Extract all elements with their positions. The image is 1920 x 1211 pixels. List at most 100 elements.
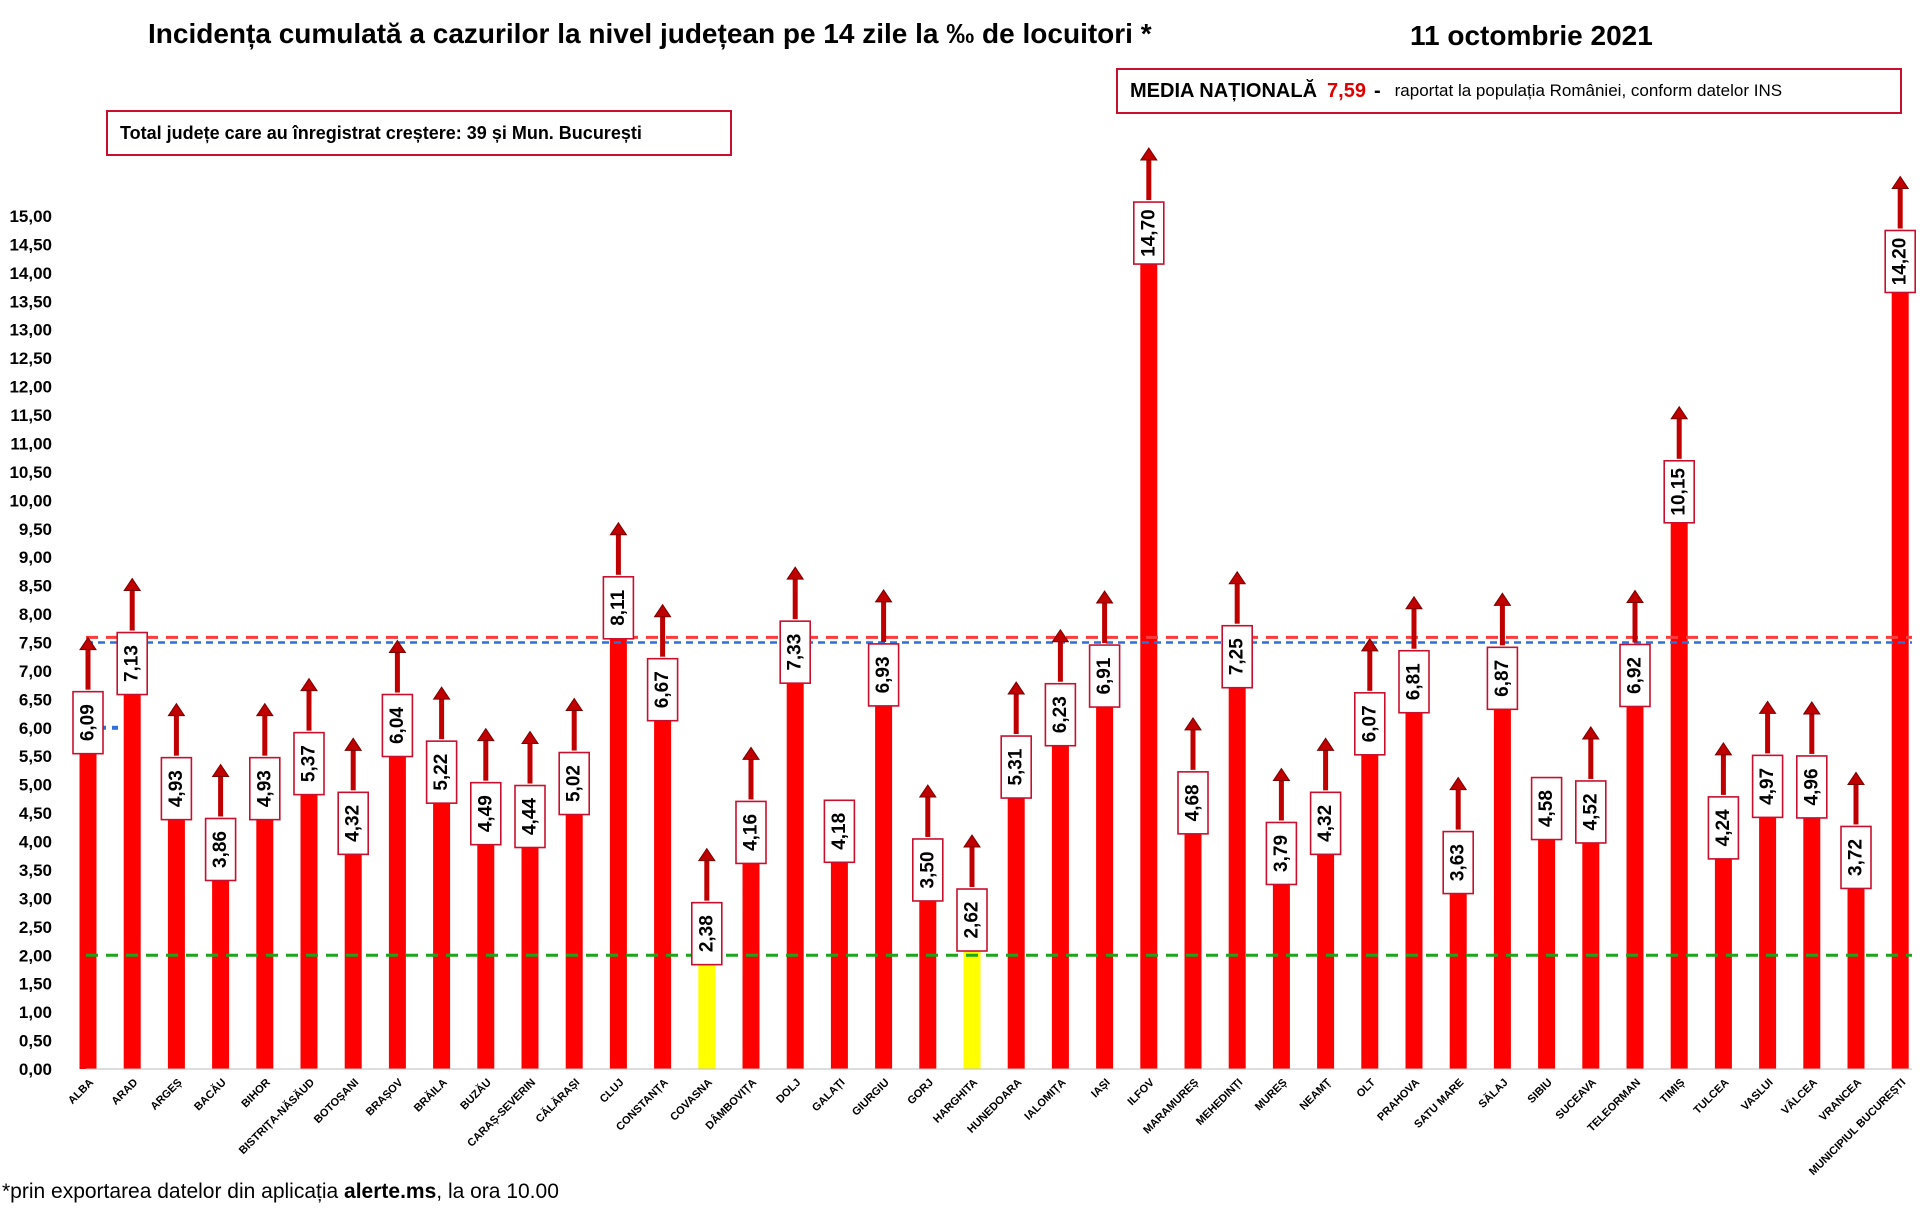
category-label-39: VÂLCEA bbox=[1779, 1076, 1820, 1117]
national-average-value: 7,59 bbox=[1327, 79, 1366, 102]
increase-arrow-head-14 bbox=[697, 847, 716, 862]
value-label-box-39 bbox=[1796, 755, 1828, 819]
value-label-28: 4,32 bbox=[1315, 805, 1336, 842]
value-label-box-21 bbox=[1000, 735, 1033, 799]
category-label-3: BACĂU bbox=[191, 1076, 228, 1113]
increase-arrow-head-34 bbox=[1581, 726, 1600, 740]
value-label-box-23 bbox=[1088, 644, 1121, 708]
increase-arrow-head-39 bbox=[1802, 701, 1821, 715]
value-label-41: 14,20 bbox=[1890, 238, 1911, 286]
increase-total-box: Total județe care au înregistrat creșter… bbox=[106, 110, 732, 156]
bar-24 bbox=[1140, 233, 1158, 1069]
category-label-23: IAȘI bbox=[1089, 1077, 1113, 1101]
value-label-box-10 bbox=[514, 784, 546, 849]
category-label-37: TULCEA bbox=[1691, 1077, 1731, 1117]
value-label-14: 2,38 bbox=[696, 915, 717, 952]
increase-arrow-head-36 bbox=[1670, 405, 1689, 420]
value-label-40: 3,72 bbox=[1846, 839, 1867, 876]
increase-arrow-head-37 bbox=[1714, 741, 1733, 756]
category-label-24: ILFOV bbox=[1126, 1076, 1158, 1108]
bar-2 bbox=[167, 788, 185, 1069]
bar-17 bbox=[830, 831, 848, 1069]
increase-arrow-head-35 bbox=[1626, 589, 1644, 603]
bar-25 bbox=[1184, 802, 1202, 1069]
increase-arrow-head-2 bbox=[167, 702, 186, 717]
value-label-box-37 bbox=[1707, 796, 1740, 860]
bar-16 bbox=[786, 652, 804, 1069]
value-label-29: 6,07 bbox=[1359, 705, 1380, 742]
increase-arrow-head-9 bbox=[476, 727, 495, 742]
y-tick-label: 14,50 bbox=[9, 235, 52, 254]
increase-arrow-head-11 bbox=[565, 697, 584, 712]
category-label-12: CLUJ bbox=[598, 1077, 627, 1106]
y-tick-label: 14,00 bbox=[9, 264, 52, 283]
bar-14 bbox=[698, 933, 716, 1069]
increase-arrow-head-24 bbox=[1139, 147, 1158, 161]
bar-18 bbox=[875, 674, 893, 1069]
bar-21 bbox=[1007, 767, 1025, 1069]
value-label-box-24 bbox=[1133, 201, 1165, 265]
y-tick-label: 12,50 bbox=[9, 349, 52, 368]
value-label-box-2 bbox=[160, 756, 193, 821]
value-label-13: 6,67 bbox=[652, 671, 673, 708]
category-label-22: IALOMIȚA bbox=[1022, 1077, 1068, 1123]
y-tick-label: 1,00 bbox=[19, 1003, 52, 1022]
category-label-34: SUCEAVA bbox=[1554, 1077, 1599, 1122]
value-label-17: 4,18 bbox=[829, 813, 850, 850]
value-label-box-14 bbox=[690, 901, 723, 966]
bar-26 bbox=[1228, 656, 1246, 1069]
bar-41 bbox=[1891, 261, 1909, 1069]
category-label-6: BOTOȘANI bbox=[312, 1077, 361, 1126]
value-label-4: 4,93 bbox=[254, 770, 275, 807]
value-label-27: 3,79 bbox=[1271, 835, 1292, 872]
bar-20 bbox=[963, 920, 981, 1069]
national-average-note: raportat la populația României, conform … bbox=[1394, 81, 1783, 100]
value-label-box-13 bbox=[646, 657, 679, 722]
increase-arrow-head-7 bbox=[388, 639, 407, 654]
increase-arrow-head-1 bbox=[123, 577, 142, 592]
national-average-label: MEDIA NAȚIONALĂ bbox=[1130, 79, 1318, 102]
bar-4 bbox=[256, 788, 274, 1069]
value-label-9: 4,49 bbox=[475, 795, 496, 832]
national-average-box: MEDIA NAȚIONALĂ 7,59 - raportat la popul… bbox=[1116, 68, 1902, 114]
value-label-18: 6,93 bbox=[873, 656, 894, 693]
increase-total-text: Total județe care au înregistrat creșter… bbox=[120, 122, 642, 143]
increase-arrow-head-0 bbox=[79, 636, 97, 651]
increase-arrow-head-31 bbox=[1449, 776, 1468, 791]
value-label-19: 3,50 bbox=[917, 851, 938, 888]
value-label-box-15 bbox=[735, 800, 767, 865]
y-tick-label: 3,00 bbox=[19, 889, 52, 908]
category-label-1: ARAD bbox=[109, 1077, 140, 1108]
value-label-34: 4,52 bbox=[1580, 793, 1601, 830]
category-label-4: BIHOR bbox=[239, 1077, 273, 1111]
value-label-31: 3,63 bbox=[1448, 844, 1469, 881]
increase-arrow-head-23 bbox=[1095, 590, 1114, 604]
category-label-41: MUNICIPIUL BUCUREȘTI bbox=[1807, 1077, 1908, 1178]
value-label-20: 2,62 bbox=[962, 902, 983, 939]
value-label-1: 7,13 bbox=[122, 645, 143, 682]
value-label-box-6 bbox=[337, 791, 370, 856]
value-label-box-27 bbox=[1265, 821, 1298, 886]
y-tick-label: 9,50 bbox=[19, 520, 52, 539]
category-label-28: NEAMȚ bbox=[1298, 1076, 1334, 1112]
increase-arrow-head-16 bbox=[786, 566, 805, 580]
category-label-26: MEHEDINȚI bbox=[1194, 1077, 1245, 1128]
category-label-32: SĂLAJ bbox=[1476, 1076, 1511, 1111]
value-label-10: 4,44 bbox=[520, 798, 541, 835]
y-tick-label: 8,50 bbox=[19, 577, 52, 596]
increase-arrow-head-22 bbox=[1051, 628, 1070, 643]
bar-30 bbox=[1405, 681, 1423, 1069]
increase-arrow-head-29 bbox=[1360, 637, 1379, 652]
y-tick-label: 13,00 bbox=[9, 321, 52, 340]
value-label-box-9 bbox=[469, 781, 502, 846]
bar-7 bbox=[388, 725, 406, 1069]
category-label-9: BUZĂU bbox=[458, 1076, 494, 1112]
bar-32 bbox=[1493, 678, 1511, 1069]
bar-13 bbox=[654, 689, 672, 1069]
y-tick-label: 3,50 bbox=[19, 861, 52, 880]
y-tick-label: 0,00 bbox=[19, 1060, 52, 1079]
bar-0 bbox=[79, 722, 97, 1069]
increase-arrow-head-40 bbox=[1847, 771, 1865, 785]
value-label-box-4 bbox=[249, 756, 281, 821]
